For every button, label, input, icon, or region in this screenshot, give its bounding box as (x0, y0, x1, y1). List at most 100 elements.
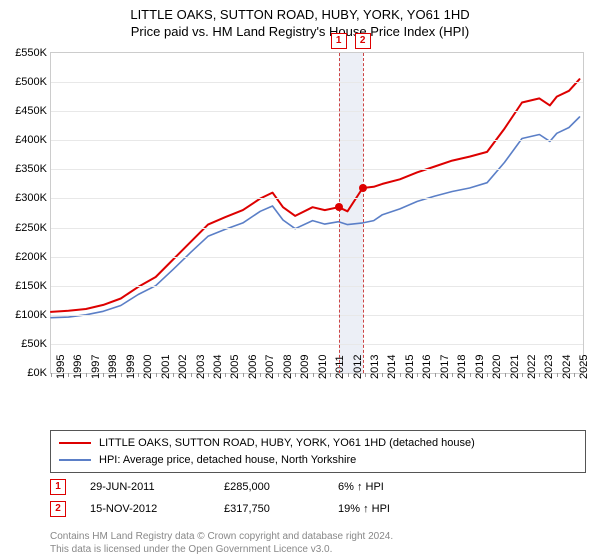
x-axis-label: 2003 (195, 355, 207, 379)
y-axis-label: £0K (27, 367, 51, 379)
x-axis-label: 2017 (439, 355, 451, 379)
x-axis-label: 1998 (107, 355, 119, 379)
x-tick (156, 373, 157, 377)
gridline (51, 286, 583, 287)
x-tick (505, 373, 506, 377)
x-tick (435, 373, 436, 377)
x-tick (470, 373, 471, 377)
x-axis-label: 2022 (526, 355, 538, 379)
x-tick (86, 373, 87, 377)
transaction-row: 2 15-NOV-2012 £317,750 19% ↑ HPI (50, 498, 586, 520)
x-tick (313, 373, 314, 377)
y-axis-label: £400K (15, 134, 51, 146)
legend-label: LITTLE OAKS, SUTTON ROAD, HUBY, YORK, YO… (99, 435, 475, 452)
legend-row: HPI: Average price, detached house, Nort… (59, 452, 577, 469)
x-axis-label: 2019 (474, 355, 486, 379)
gridline (51, 140, 583, 141)
x-axis-label: 2000 (142, 355, 154, 379)
marker-box: 1 (331, 33, 347, 49)
transaction-price: £317,750 (224, 498, 314, 520)
marker-line (339, 53, 340, 373)
transaction-pct: 6% ↑ HPI (338, 476, 438, 498)
legend-label: HPI: Average price, detached house, Nort… (99, 452, 356, 469)
x-axis-label: 2001 (160, 355, 172, 379)
marker-box: 2 (355, 33, 371, 49)
y-axis-label: £100K (15, 309, 51, 321)
x-axis-label: 2013 (369, 355, 381, 379)
x-tick (400, 373, 401, 377)
y-axis-label: £350K (15, 163, 51, 175)
y-axis-label: £300K (15, 192, 51, 204)
transaction-date: 29-JUN-2011 (90, 476, 200, 498)
x-axis-label: 2002 (177, 355, 189, 379)
x-tick (121, 373, 122, 377)
gridline (51, 344, 583, 345)
y-axis-label: £550K (15, 47, 51, 59)
transaction-table: 129-JUN-2011£285,0006% ↑ HPI215-NOV-2012… (50, 476, 586, 520)
x-axis-label: 2018 (456, 355, 468, 379)
transaction-date: 15-NOV-2012 (90, 498, 200, 520)
chart-subtitle: Price paid vs. HM Land Registry's House … (0, 24, 600, 39)
transaction-pct: 19% ↑ HPI (338, 498, 438, 520)
gridline (51, 315, 583, 316)
x-axis-label: 2020 (491, 355, 503, 379)
x-axis-label: 1996 (72, 355, 84, 379)
x-tick (487, 373, 488, 377)
gridline (51, 82, 583, 83)
series-hpi (51, 117, 580, 318)
x-tick (51, 373, 52, 377)
marker-dot (335, 203, 343, 211)
x-tick (225, 373, 226, 377)
chart-area: £0K£50K£100K£150K£200K£250K£300K£350K£40… (0, 46, 600, 426)
chart-title: LITTLE OAKS, SUTTON ROAD, HUBY, YORK, YO… (0, 0, 600, 24)
x-tick (191, 373, 192, 377)
attribution-footer: Contains HM Land Registry data © Crown c… (50, 530, 586, 556)
x-axis-label: 2007 (264, 355, 276, 379)
footer-line-2: This data is licensed under the Open Gov… (50, 543, 586, 556)
x-axis-label: 2004 (212, 355, 224, 379)
plot-area: £0K£50K£100K£150K£200K£250K£300K£350K£40… (50, 52, 584, 374)
x-axis-label: 2021 (509, 355, 521, 379)
transaction-row: 129-JUN-2011£285,0006% ↑ HPI (50, 476, 586, 498)
x-tick (330, 373, 331, 377)
x-tick (348, 373, 349, 377)
x-axis-label: 1995 (55, 355, 67, 379)
x-axis-label: 2015 (404, 355, 416, 379)
line-series (51, 53, 583, 373)
gridline (51, 228, 583, 229)
x-axis-label: 2011 (334, 355, 346, 379)
x-tick (208, 373, 209, 377)
gridline (51, 198, 583, 199)
y-axis-label: £450K (15, 105, 51, 117)
transaction-marker: 2 (50, 501, 66, 517)
y-axis-label: £200K (15, 251, 51, 263)
series-property (51, 79, 580, 312)
x-tick (138, 373, 139, 377)
legend-swatch (59, 442, 91, 444)
legend-swatch (59, 459, 91, 461)
x-axis-label: 2014 (386, 355, 398, 379)
gridline (51, 169, 583, 170)
gridline (51, 111, 583, 112)
x-axis-label: 2023 (543, 355, 555, 379)
x-axis-label: 2016 (421, 355, 433, 379)
y-axis-label: £500K (15, 76, 51, 88)
x-tick (539, 373, 540, 377)
x-tick (365, 373, 366, 377)
transaction-marker: 1 (50, 479, 66, 495)
marker-line (363, 53, 364, 373)
x-axis-label: 2010 (317, 355, 329, 379)
x-axis-label: 2008 (282, 355, 294, 379)
x-axis-label: 2005 (229, 355, 241, 379)
y-axis-label: £50K (21, 338, 51, 350)
x-tick (243, 373, 244, 377)
x-tick (103, 373, 104, 377)
x-tick (574, 373, 575, 377)
x-tick (522, 373, 523, 377)
marker-dot (359, 184, 367, 192)
x-tick (417, 373, 418, 377)
x-axis-label: 2025 (578, 355, 590, 379)
legend: LITTLE OAKS, SUTTON ROAD, HUBY, YORK, YO… (50, 430, 586, 473)
x-tick (260, 373, 261, 377)
y-axis-label: £150K (15, 280, 51, 292)
